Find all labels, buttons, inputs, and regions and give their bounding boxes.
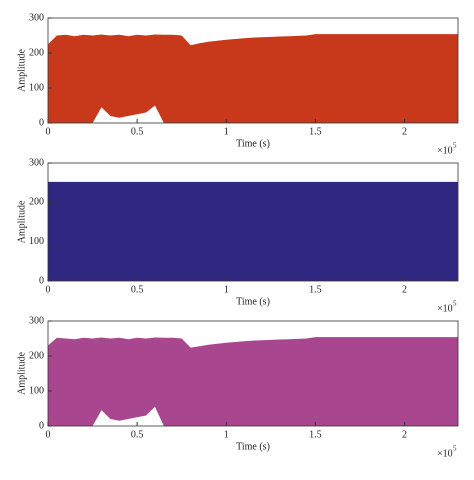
y-axis-label: Amplitude [16, 49, 27, 92]
signal-area [48, 337, 458, 426]
y-tick-label: 300 [29, 315, 44, 326]
y-tick-label: 0 [39, 420, 44, 431]
x-tick-label: 1.5 [309, 284, 322, 295]
y-tick-label: 200 [29, 197, 44, 208]
y-tick-label: 100 [29, 385, 44, 396]
x-tick-label: 0 [46, 284, 51, 295]
y-tick-label: 200 [29, 47, 44, 58]
x-axis-label: Time (s) [236, 441, 270, 452]
x-tick-label: 2 [402, 126, 407, 137]
y-axis-label: Amplitude [16, 200, 27, 243]
x-tick-label: 2 [402, 429, 407, 440]
x-tick-label: 0 [46, 429, 51, 440]
signal-area [48, 181, 458, 281]
y-tick-label: 300 [29, 157, 44, 168]
x-exponent: 5 [453, 300, 457, 308]
x-tick-label: 2 [402, 284, 407, 295]
x-tick-label: 1 [224, 429, 229, 440]
y-tick-label: 200 [29, 350, 44, 361]
y-axis-label: Amplitude [16, 352, 27, 395]
y-tick-label: 0 [39, 117, 44, 128]
x-exponent: 5 [453, 142, 457, 150]
x-tick-label: 0.5 [131, 429, 144, 440]
axes-box [47, 17, 459, 124]
x-tick-label: 1.5 [309, 429, 322, 440]
y-tick-label: 0 [39, 275, 44, 286]
x-tick-label: 1 [224, 284, 229, 295]
x-multiplier: ×10 [437, 303, 453, 314]
axes-box [47, 320, 459, 427]
x-axis-label: Time (s) [236, 138, 270, 149]
x-multiplier: ×10 [437, 145, 453, 156]
x-multiplier: ×10 [437, 448, 453, 459]
x-tick-label: 0 [46, 126, 51, 137]
axes-box [47, 162, 459, 282]
x-exponent: 5 [453, 445, 457, 453]
x-tick-label: 1.5 [309, 126, 322, 137]
x-tick-label: 0.5 [131, 284, 144, 295]
y-tick-label: 100 [29, 236, 44, 247]
y-tick-label: 100 [29, 82, 44, 93]
x-tick-label: 1 [224, 126, 229, 137]
y-tick-label: 300 [29, 12, 44, 23]
signal-area [48, 34, 458, 123]
x-axis-label: Time (s) [236, 296, 270, 307]
x-tick-label: 0.5 [131, 126, 144, 137]
